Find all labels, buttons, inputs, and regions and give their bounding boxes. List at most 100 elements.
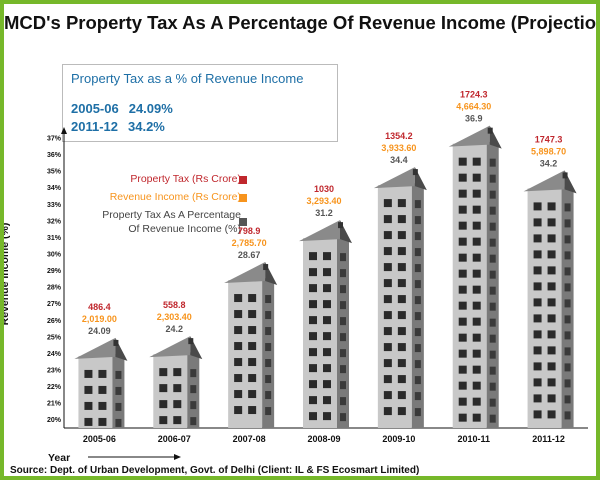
building-window [234,310,243,319]
building-window [397,375,406,384]
building-window [248,294,257,303]
building-window [564,251,571,260]
building-window [340,413,346,422]
x-tick-label: 2009-10 [382,434,415,444]
data-label-property-tax: 1030 [314,184,334,194]
building-window [533,330,542,339]
building-window [533,314,542,323]
building-chimney [113,339,119,346]
building-window [265,375,272,384]
y-tick-label: 24% [47,351,62,358]
data-label-percentage: 36.9 [465,114,483,124]
data-label-percentage: 34.2 [540,158,558,168]
legend-swatch-property-tax [239,176,247,184]
y-tick-label: 35% [47,169,62,176]
building-window [489,382,496,391]
building-window [533,298,542,307]
x-axis-label: Year [48,452,71,464]
building-window [340,253,346,262]
info-box-heading: Property Tax as a % of Revenue Income [71,71,304,86]
x-tick-label: 2007-08 [233,434,266,444]
building-window [84,417,93,426]
y-tick-label: 27% [47,301,62,308]
building-roof-front [74,337,116,359]
info-row-value: 34.2% [128,119,165,134]
building-window [547,250,556,259]
building-window [458,157,467,166]
building-window [309,396,317,405]
data-label-percentage: 34.4 [390,155,408,165]
building-window [489,366,496,375]
building-window [323,268,331,277]
y-tick-label: 23% [47,368,62,375]
building-window [564,219,571,228]
building-window [489,286,496,295]
building-window [489,254,496,263]
building-roof-front [523,170,565,192]
building-window [323,284,331,293]
building-window [564,235,571,244]
building-window [340,269,346,278]
building-window [248,310,257,319]
building-window [533,250,542,259]
building-window [564,379,571,388]
building-window [159,416,168,425]
building-window [564,395,571,404]
building-window [309,252,317,261]
y-tick-label: 33% [47,202,62,209]
building-window [533,234,542,243]
building-window [309,284,317,293]
building-window [458,285,467,294]
building-window [547,218,556,227]
building-window [323,332,331,341]
info-row-year: 2005-06 [71,101,119,116]
building-window [98,385,107,394]
building-window [383,247,392,256]
legend-label-property-tax: Property Tax (Rs Crore) [130,173,241,185]
building-window [115,370,122,379]
y-tick-label: 25% [47,334,62,341]
building-chimney [562,172,568,179]
y-tick-label: 20% [47,417,62,424]
building-window [340,349,346,358]
building-window [159,400,168,409]
building-window [248,342,257,351]
building-window [458,301,467,310]
building-window [564,299,571,308]
building-roof-front [224,262,266,284]
building-window [248,358,257,367]
building-window [458,349,467,358]
building-window [564,203,571,212]
building-window [547,362,556,371]
x-tick-label: 2006-07 [158,434,191,444]
legend-label-revenue-income: Revenue Income (Rs Crore) [109,191,241,203]
building-window [397,359,406,368]
building-window [564,331,571,340]
building-window [547,410,556,419]
building-window [323,348,331,357]
y-tick-label: 22% [47,384,62,391]
building-chimney [188,338,194,345]
building-window [472,269,481,278]
building-window [564,347,571,356]
building-window [414,312,421,321]
building-window [234,374,243,383]
building-window [397,247,406,256]
building-window [533,218,542,227]
building-window [397,215,406,224]
building-window [340,397,346,406]
data-label-property-tax: 798.9 [238,226,261,236]
building-window [383,359,392,368]
building-window [309,316,317,325]
building-roof-front [448,125,490,147]
building-window [98,369,107,378]
building-window [533,266,542,275]
building-window [397,343,406,352]
building-window [190,385,197,394]
building-window [472,237,481,246]
building-window [458,189,467,198]
building-window [383,375,392,384]
info-row-year: 2011-12 [71,119,118,134]
building-window [489,414,496,423]
building-window [323,300,331,309]
